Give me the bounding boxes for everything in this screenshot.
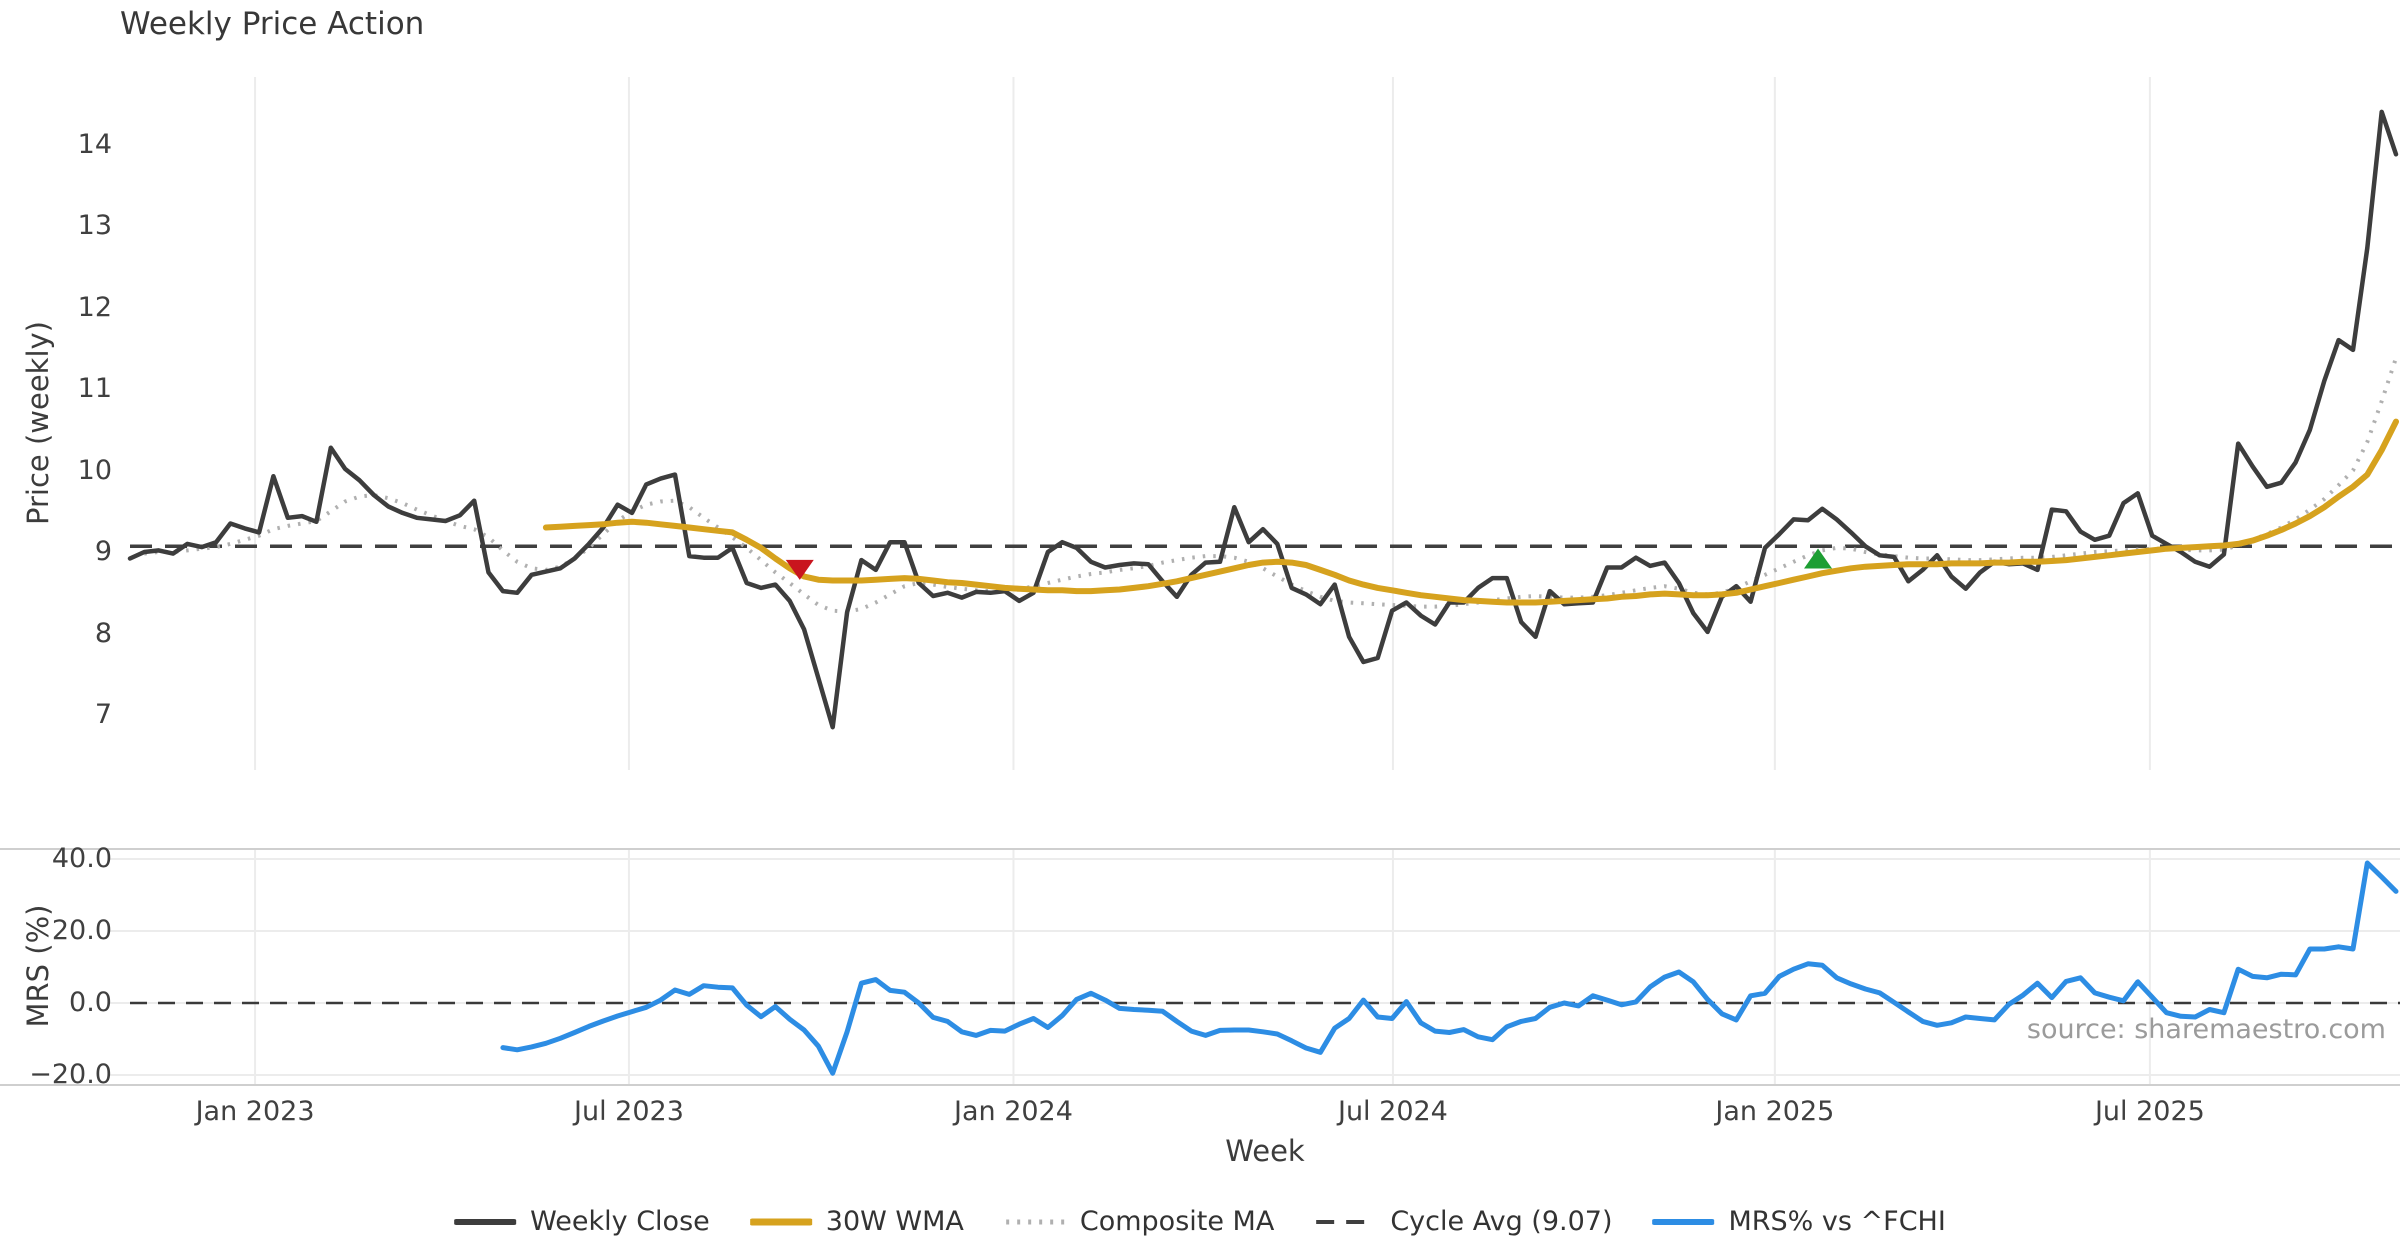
mrs-ytick-label: 40.0 bbox=[51, 843, 112, 874]
legend-swatch-solid-icon bbox=[1652, 1218, 1715, 1225]
wma-line bbox=[542, 418, 2399, 606]
legend-swatch-dashed-icon bbox=[1316, 1219, 1375, 1224]
x-tick-label: Jul 2023 bbox=[574, 1096, 684, 1127]
legend-swatch-dotted-icon bbox=[1005, 1219, 1064, 1224]
price-ytick-label: 7 bbox=[94, 699, 112, 730]
legend-item: MRS% vs ^FCHI bbox=[1652, 1206, 1946, 1237]
legend-label: MRS% vs ^FCHI bbox=[1728, 1206, 1946, 1237]
legend-label: 30W WMA bbox=[825, 1206, 964, 1237]
x-tick-label: Jan 2024 bbox=[953, 1096, 1073, 1127]
legend-item: 30W WMA bbox=[749, 1206, 964, 1237]
price-ytick-label: 14 bbox=[77, 128, 112, 160]
price-ytick-label: 12 bbox=[77, 291, 112, 323]
buy-marker-icon bbox=[1804, 548, 1833, 569]
x-tick-label: Jul 2025 bbox=[2094, 1096, 2205, 1127]
sell-marker-icon bbox=[785, 559, 814, 580]
price-ytick-label: 11 bbox=[77, 373, 112, 404]
legend-swatch-solid-icon bbox=[749, 1218, 812, 1225]
x-tick-label: Jan 2023 bbox=[195, 1096, 315, 1127]
price-ytick-label: 9 bbox=[94, 536, 112, 567]
legend-label: Composite MA bbox=[1079, 1206, 1275, 1237]
composite-ma-line bbox=[144, 357, 2398, 614]
legend-item: Weekly Close bbox=[454, 1206, 710, 1237]
x-tick-label: Jan 2025 bbox=[1715, 1096, 1835, 1127]
mrs-ytick-label: 0.0 bbox=[69, 987, 112, 1018]
source-watermark: source: sharemaestro.com bbox=[2026, 1014, 2386, 1045]
legend-item: Composite MA bbox=[1004, 1206, 1274, 1237]
x-tick-label: Jul 2024 bbox=[1337, 1096, 1448, 1127]
legend-swatch-solid-icon bbox=[454, 1218, 517, 1225]
price-ytick-label: 10 bbox=[77, 454, 112, 486]
price-ytick-label: 13 bbox=[77, 210, 112, 241]
mrs-ytick-label: 20.0 bbox=[51, 915, 112, 946]
legend-label: Cycle Avg (9.07) bbox=[1390, 1206, 1613, 1237]
legend: Weekly Close 30W WMA Composite MA Cycle Avg… bbox=[454, 1206, 1946, 1237]
mrs-ytick-label: −20.0 bbox=[29, 1059, 112, 1090]
chart-title: Weekly Price Action bbox=[120, 6, 425, 42]
legend-item: Cycle Avg (9.07) bbox=[1314, 1206, 1612, 1237]
x-axis-label: Week bbox=[1225, 1134, 1305, 1168]
weekly-close-line bbox=[127, 109, 2399, 730]
legend-label: Weekly Close bbox=[530, 1206, 710, 1237]
price-ytick-label: 8 bbox=[94, 617, 112, 649]
price-axis-label: Price (weekly) bbox=[21, 320, 55, 526]
mrs-line bbox=[500, 860, 2399, 1076]
